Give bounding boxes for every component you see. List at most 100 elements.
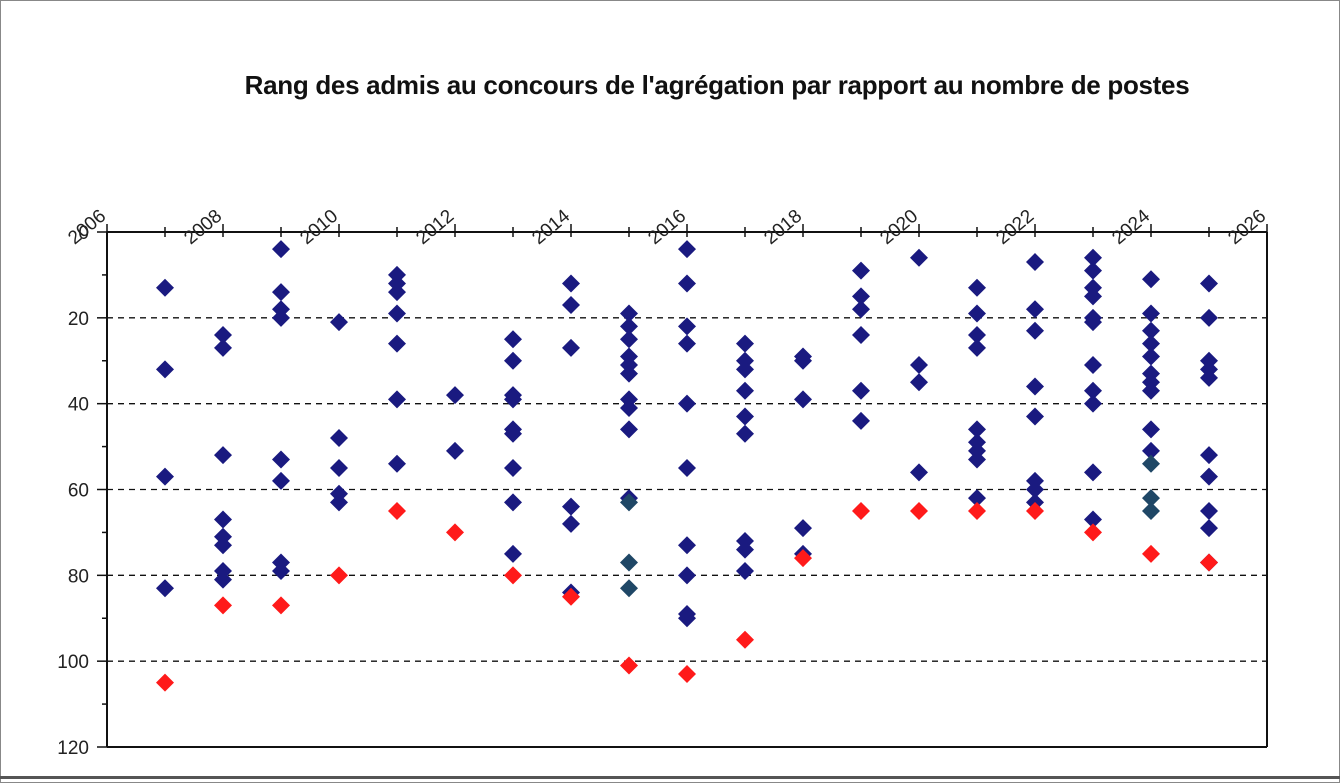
data-point [1084, 313, 1102, 332]
data-point [272, 283, 290, 302]
data-point [1200, 446, 1218, 465]
data-point [330, 429, 348, 447]
data-point [852, 261, 870, 280]
data-point [1084, 381, 1102, 400]
data-point [910, 356, 928, 375]
x-tick-label: 2010 [296, 206, 342, 249]
data-point [214, 596, 232, 615]
data-point [1200, 368, 1218, 387]
x-tick-label: 2018 [760, 206, 806, 249]
data-point [504, 390, 522, 409]
x-tick-label: 2020 [876, 206, 922, 249]
data-point [388, 390, 406, 409]
data-point [1026, 300, 1044, 319]
data-point [330, 459, 348, 478]
y-tick-label: 80 [68, 566, 89, 587]
y-tick-label: 100 [57, 652, 89, 673]
data-point [678, 566, 696, 585]
data-point [1142, 321, 1160, 340]
y-tick-label: 40 [68, 395, 89, 416]
data-point [678, 665, 696, 684]
data-point [678, 609, 696, 628]
data-point [156, 673, 174, 692]
data-point [156, 579, 174, 598]
data-point [1084, 463, 1102, 482]
data-point [1200, 553, 1218, 572]
data-point [968, 501, 986, 520]
data-point [968, 420, 986, 439]
data-point [504, 351, 522, 370]
data-point [504, 493, 522, 512]
data-point [620, 656, 638, 675]
data-point [794, 549, 812, 568]
data-point [562, 338, 580, 357]
y-axis-ticks: 0 20 40 60 80 100 120 [57, 223, 107, 759]
data-point [620, 304, 638, 323]
data-point [504, 544, 522, 563]
data-point [1084, 248, 1102, 267]
data-point [562, 587, 580, 606]
data-point [214, 510, 232, 529]
data-point [1084, 287, 1102, 306]
y-tick-label: 120 [57, 738, 89, 759]
data-point [678, 274, 696, 293]
data-point [620, 364, 638, 383]
data-point [620, 553, 638, 572]
bottom-border [0, 776, 1340, 779]
data-point [388, 283, 406, 302]
y-tick-label: 20 [68, 309, 89, 330]
x-tick-label: 2024 [1108, 205, 1154, 249]
data-point [620, 420, 638, 439]
data-point [272, 308, 290, 327]
data-point [388, 304, 406, 323]
data-point [388, 454, 406, 473]
data-point [330, 566, 348, 585]
data-point [1084, 523, 1102, 542]
x-tick-label: 2016 [644, 206, 690, 249]
x-tick-label: 2014 [528, 205, 574, 249]
data-point [736, 334, 754, 353]
data-point [910, 463, 928, 482]
data-point [1142, 334, 1160, 353]
data-point [1142, 347, 1160, 366]
data-point [1026, 407, 1044, 426]
data-point [968, 304, 986, 323]
data-point [1084, 394, 1102, 413]
data-point [1026, 253, 1044, 272]
data-point [794, 519, 812, 538]
data-point [1200, 501, 1218, 520]
data-point [1026, 480, 1044, 499]
data-point [1142, 381, 1160, 400]
x-tick-label: 2012 [412, 206, 458, 249]
data-point [736, 381, 754, 400]
data-point [214, 570, 232, 589]
data-points [156, 240, 1218, 692]
data-point [1084, 356, 1102, 375]
data-point [794, 351, 812, 370]
data-point [968, 489, 986, 508]
data-point [1142, 270, 1160, 289]
x-axis-ticks: 2006 2008 2010 2012 2014 2016 2018 2020 2022 2024… [64, 205, 1270, 249]
y-tick-label: 60 [68, 481, 89, 502]
data-point [736, 562, 754, 581]
data-point [968, 278, 986, 297]
data-point [504, 424, 522, 443]
data-point [968, 338, 986, 357]
data-point [1026, 377, 1044, 396]
data-point [446, 441, 464, 460]
data-point [446, 386, 464, 405]
data-point [504, 566, 522, 585]
data-point [1142, 420, 1160, 439]
data-point [156, 278, 174, 297]
data-point [330, 493, 348, 512]
data-point [852, 381, 870, 400]
data-point [504, 459, 522, 478]
data-point [852, 300, 870, 319]
data-point [1026, 321, 1044, 340]
data-point [678, 459, 696, 478]
data-point [272, 240, 290, 259]
data-point [852, 326, 870, 344]
data-point [736, 424, 754, 443]
data-point [678, 317, 696, 336]
data-point [736, 360, 754, 379]
